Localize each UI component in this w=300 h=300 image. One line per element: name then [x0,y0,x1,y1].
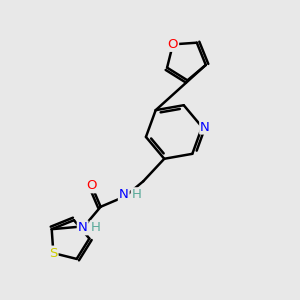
Text: O: O [86,179,97,192]
Text: N: N [200,121,210,134]
Text: O: O [168,38,178,51]
Text: S: S [49,247,58,260]
Text: H: H [91,221,100,234]
Text: N: N [78,221,88,234]
Text: N: N [119,188,129,201]
Text: H: H [132,188,142,201]
